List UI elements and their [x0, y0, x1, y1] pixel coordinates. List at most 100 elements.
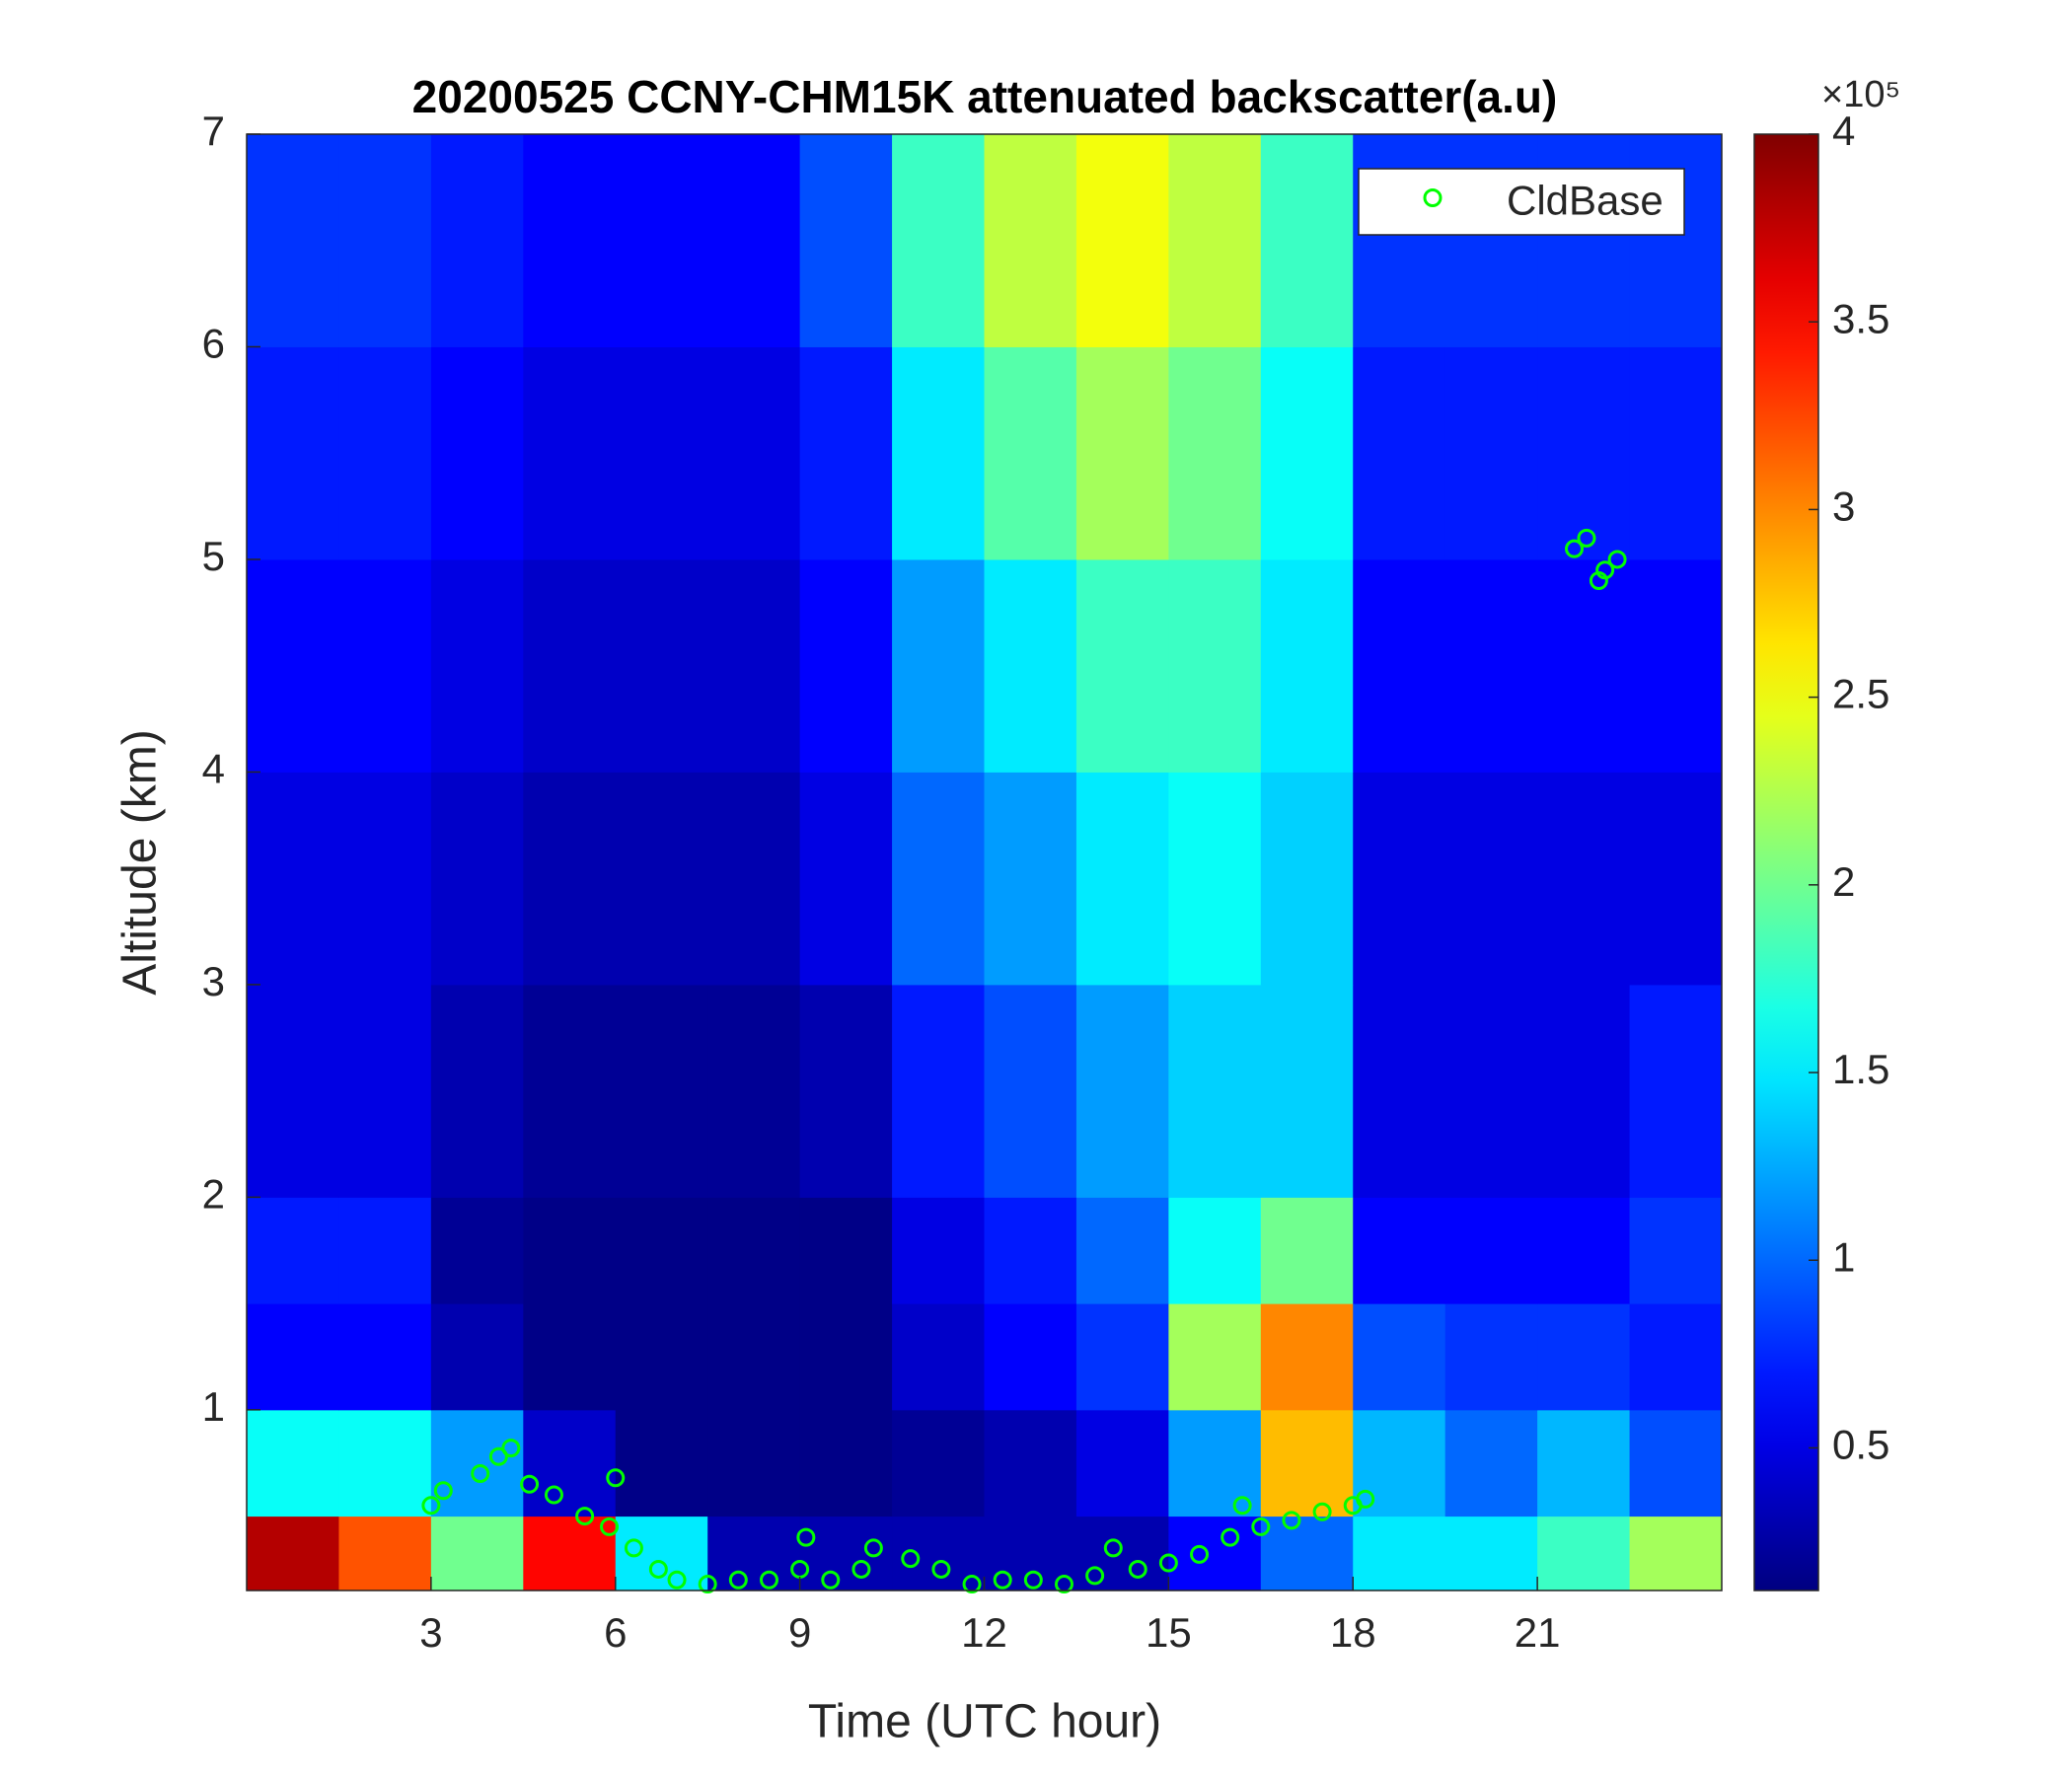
cloud-base-point [1356, 1489, 1375, 1509]
heatmap-cell [523, 346, 617, 560]
heatmap-cell [615, 1197, 708, 1304]
heatmap-cell [1444, 1197, 1538, 1304]
heatmap-cell [1537, 772, 1631, 986]
heatmap-cell [1444, 984, 1538, 1198]
heatmap-cell [799, 1197, 893, 1304]
heatmap-cell [707, 1197, 801, 1304]
cloud-base-point [667, 1570, 687, 1590]
heatmap-cell [1444, 1516, 1538, 1591]
heatmap-cell [523, 1303, 617, 1411]
heatmap-cell [1353, 772, 1446, 986]
heatmap-cell [1537, 1197, 1631, 1304]
heatmap-cell [984, 1303, 1077, 1411]
y-axis-label: Altitude (km) [114, 729, 167, 995]
cloud-base-point [421, 1496, 441, 1516]
y-tick-label: 3 [202, 958, 225, 1004]
heatmap-cell [1075, 984, 1169, 1198]
heatmap-cell [1260, 984, 1354, 1198]
heatmap-cell [615, 1303, 708, 1411]
heatmap-cell [984, 772, 1077, 986]
heatmap-cell [338, 134, 432, 347]
cloud-base-point [851, 1559, 871, 1579]
cloud-base-point [648, 1559, 668, 1579]
heatmap-cell [984, 346, 1077, 560]
heatmap-cell [1260, 1197, 1354, 1304]
heatmap-cell [1075, 346, 1169, 560]
cloud-base-point [606, 1468, 626, 1488]
heatmap-cell [1353, 1516, 1446, 1591]
heatmap-cell [523, 134, 617, 347]
heatmap-cell [1075, 1409, 1169, 1517]
heatmap-cell [1353, 1303, 1446, 1411]
heatmap-cell [892, 1516, 985, 1591]
heatmap-cell [1629, 1409, 1723, 1517]
heatmap-cell [615, 772, 708, 986]
heatmap-cell [247, 772, 339, 986]
cloud-base-point [1221, 1527, 1240, 1547]
heatmap-cell [1629, 984, 1723, 1198]
heatmap-cell [1444, 134, 1538, 347]
cloud-base-point [488, 1446, 508, 1466]
heatmap-cell [799, 558, 893, 773]
heatmap-cell [1168, 1197, 1262, 1304]
heatmap-cell [1353, 346, 1446, 560]
heatmap-cell [1629, 558, 1723, 773]
cloud-base-point [1251, 1517, 1271, 1536]
colorbar-tick-label: 1.5 [1832, 1046, 1889, 1092]
heatmap-cell [799, 772, 893, 986]
heatmap-cell [247, 1516, 339, 1591]
heatmap-cell [523, 1197, 617, 1304]
heatmap-cell [523, 558, 617, 773]
heatmap-cell [338, 1516, 432, 1591]
heatmap-cell [1537, 346, 1631, 560]
heatmap-cell [984, 1409, 1077, 1517]
cloud-base-point [1232, 1496, 1252, 1516]
heatmap-cell [338, 558, 432, 773]
cloud-base-point [1595, 560, 1615, 580]
y-tick-label: 2 [202, 1170, 225, 1217]
x-tick-label: 9 [788, 1609, 811, 1656]
heatmap-cell [338, 346, 432, 560]
cloud-base-point [1054, 1575, 1073, 1594]
y-tick-label: 1 [202, 1383, 225, 1430]
heatmap-cell [984, 1516, 1077, 1591]
legend-label: CldBase [1507, 178, 1664, 224]
heatmap-cell [430, 558, 524, 773]
heatmap-cell [247, 984, 339, 1198]
colorbar-tick-label: 2 [1832, 858, 1855, 905]
heatmap-cell [1444, 1409, 1538, 1517]
colorbar-tick-label: 4 [1832, 108, 1855, 154]
heatmap-cell [338, 1303, 432, 1411]
heatmap-cell [247, 1409, 339, 1517]
heatmap-cell [247, 134, 339, 347]
heatmap-cell [1075, 1303, 1169, 1411]
heatmap-cell [707, 558, 801, 773]
y-tick-label: 4 [202, 746, 225, 792]
cloud-base-point [1085, 1566, 1105, 1586]
heatmap-cell [1075, 772, 1169, 986]
heatmap-cell [247, 558, 339, 773]
heatmap-cell [1629, 346, 1723, 560]
heatmap-cell [615, 346, 708, 560]
heatmap-cell [1629, 772, 1723, 986]
cloud-base-point [1565, 539, 1584, 558]
heatmap-cell [338, 1197, 432, 1304]
cloud-base-point [759, 1570, 778, 1590]
cloud-base-point [1607, 550, 1627, 569]
cloud-base-point [520, 1474, 540, 1494]
heatmap-cell [984, 984, 1077, 1198]
heatmap-cell [1537, 1303, 1631, 1411]
heatmap-cell [1444, 772, 1538, 986]
cloud-base-point [1312, 1502, 1332, 1521]
heatmap-cell [430, 984, 524, 1198]
legend-box [1358, 168, 1685, 236]
heatmap-cell [1629, 1197, 1723, 1304]
colorbar-tick-label: 1 [1832, 1233, 1855, 1280]
heatmap-cell [1075, 1197, 1169, 1304]
heatmap-cell [615, 134, 708, 347]
chart-title: 20200525 CCNY-CHM15K attenuated backscat… [412, 71, 1558, 122]
heatmap-cell [1353, 134, 1446, 347]
colorbar-tick-label: 3 [1832, 483, 1855, 530]
